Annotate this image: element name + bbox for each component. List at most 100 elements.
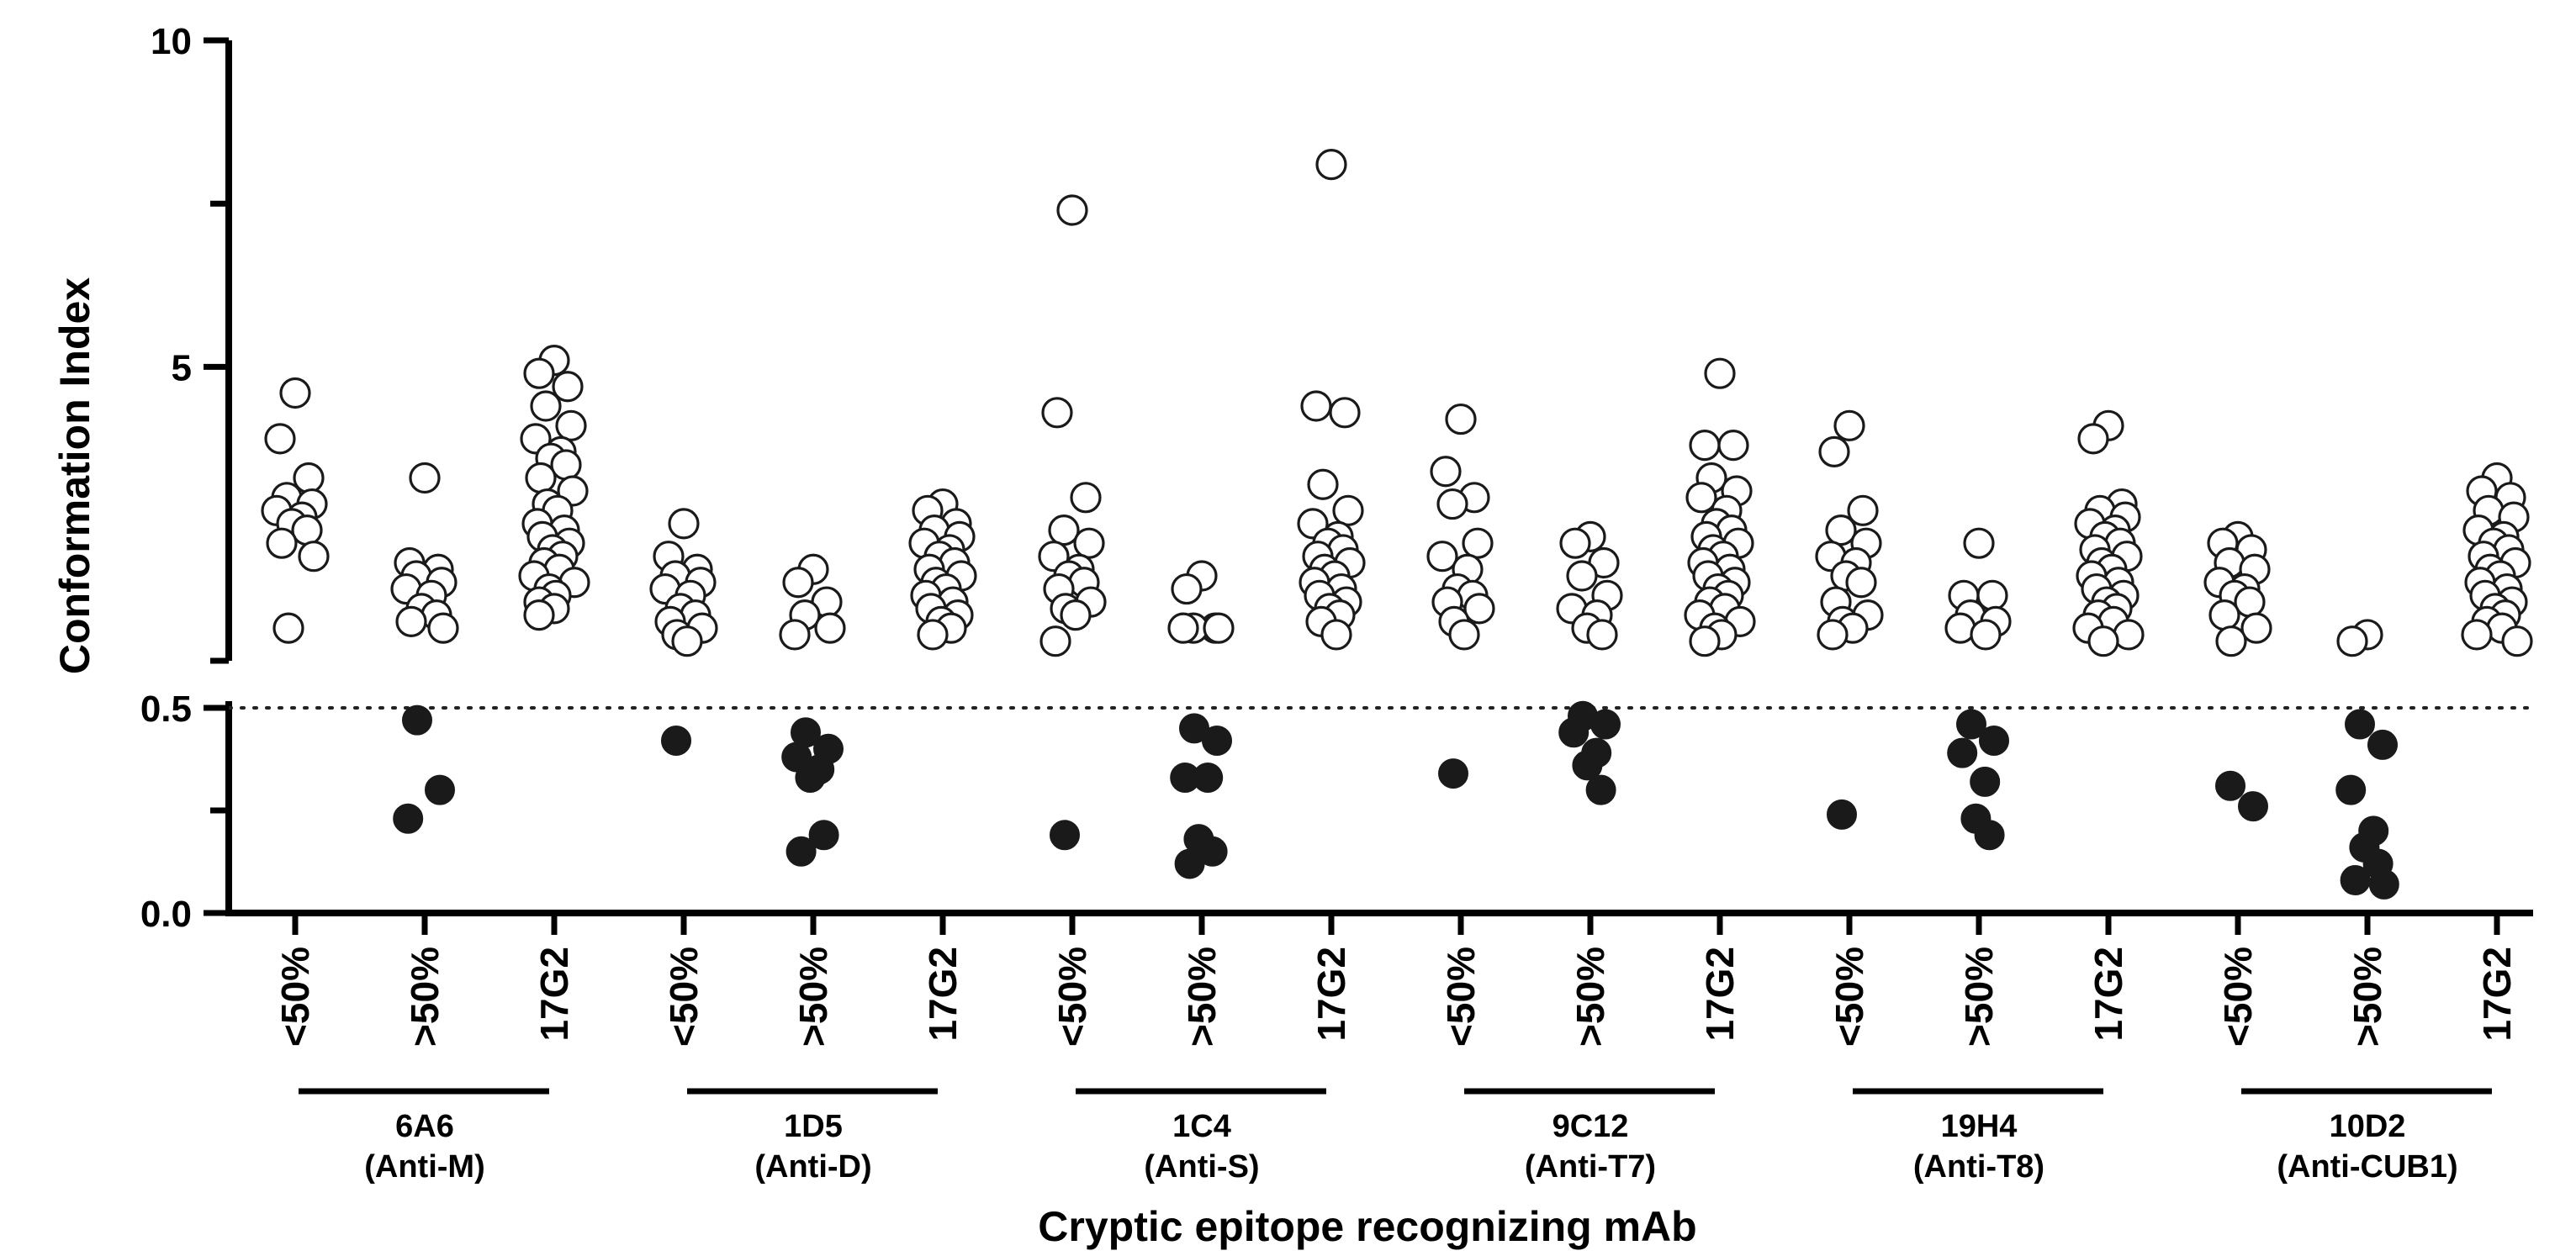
data-point-solid [1590, 709, 1621, 740]
y-tick-label: 0.5 [140, 689, 192, 730]
data-points [261, 149, 2533, 900]
data-point-open [1039, 625, 1071, 657]
data-point-solid [1947, 737, 1978, 768]
data-point-open [1717, 430, 1749, 462]
data-point-solid [795, 762, 826, 793]
data-point-open [1566, 560, 1598, 592]
data-point-open [2240, 612, 2272, 644]
data-point-open [1463, 593, 1495, 625]
data-point-open [552, 371, 584, 403]
data-point-solid [2368, 868, 2399, 900]
data-point-open [1559, 527, 1591, 559]
category-label: 17G2 [1309, 947, 1353, 1042]
category-label: <50% [2216, 947, 2260, 1047]
group-subtitle: (Anti-D) [754, 1149, 871, 1185]
data-point-open [523, 599, 555, 631]
group-label: 1C4 [1172, 1109, 1231, 1144]
data-point-open [1685, 482, 1717, 514]
data-point-open [1436, 488, 1468, 520]
category-label: 17G2 [2087, 947, 2130, 1042]
data-point-open [1970, 619, 2002, 651]
data-point-open [1426, 541, 1458, 573]
data-point-solid [2335, 774, 2367, 805]
data-point-open [1448, 619, 1480, 651]
data-point-solid [1202, 726, 1232, 757]
category-label: 17G2 [2475, 947, 2519, 1042]
data-point-solid [2367, 729, 2398, 760]
category-label: <50% [273, 947, 317, 1047]
category-label: >50% [1568, 947, 1612, 1047]
data-point-open [668, 508, 700, 540]
data-point-solid [425, 774, 455, 805]
data-point-open [1430, 456, 1462, 488]
data-point-open [1462, 527, 1494, 559]
data-point-solid [1174, 848, 1205, 879]
data-point-solid [1974, 820, 2005, 851]
category-label: 17G2 [921, 947, 965, 1042]
data-point-solid [661, 726, 691, 757]
data-point-solid [2345, 709, 2375, 740]
data-point-open [1171, 573, 1203, 605]
data-point-open [264, 423, 296, 455]
group-label: 6A6 [395, 1109, 454, 1144]
data-point-open [1704, 357, 1736, 389]
category-label: <50% [1828, 947, 1871, 1047]
data-point-solid [1438, 758, 1468, 789]
category-label: 17G2 [532, 947, 576, 1042]
data-point-open [1818, 435, 1850, 468]
category-label: <50% [662, 947, 706, 1047]
data-point-open [395, 605, 427, 637]
y-axis-title: Conformation Index [51, 277, 98, 674]
group-subtitle: (Anti-CUB1) [2277, 1149, 2457, 1185]
data-point-open [525, 462, 557, 494]
data-point-solid [1050, 820, 1080, 851]
data-point-open [298, 541, 330, 573]
group-label: 1D5 [784, 1109, 843, 1144]
data-point-open [1329, 397, 1361, 429]
data-point-open [1167, 612, 1199, 644]
data-point-open [1845, 567, 1877, 599]
data-point-solid [1979, 726, 2009, 757]
data-point-open [1070, 482, 1102, 514]
category-label: <50% [1439, 947, 1483, 1047]
data-point-open [2087, 625, 2119, 657]
data-point-open [779, 619, 811, 651]
group-label: 19H4 [1941, 1109, 2018, 1144]
data-point-open [2501, 625, 2533, 657]
data-point-open [530, 390, 562, 422]
group-label: 10D2 [2330, 1109, 2406, 1144]
data-point-open [1847, 494, 1879, 526]
y-tick-label: 0.0 [140, 894, 192, 935]
data-point-solid [402, 705, 432, 736]
data-point-open [523, 357, 555, 389]
data-point-open [272, 612, 304, 644]
group-subtitle: (Anti-T8) [1913, 1149, 2044, 1185]
data-point-open [1315, 149, 1347, 181]
data-point-open [427, 612, 459, 644]
group-subtitle: (Anti-M) [364, 1149, 484, 1185]
data-point-solid [1572, 750, 1603, 781]
axis-labels: Conformation Index Cryptic epitope recog… [51, 21, 2519, 1250]
data-point-open [2215, 625, 2247, 657]
data-point-open [1307, 468, 1339, 500]
group-subtitle: (Anti-S) [1144, 1149, 1259, 1185]
category-label: >50% [2346, 947, 2389, 1047]
data-point-open [1300, 390, 1332, 422]
data-point-open [1320, 619, 1352, 651]
data-point-solid [1193, 762, 1224, 793]
data-point-open [1073, 527, 1105, 559]
data-point-open [1689, 625, 1721, 657]
data-point-solid [1558, 717, 1590, 748]
data-point-open [782, 567, 814, 599]
data-point-open [814, 612, 846, 644]
category-label: >50% [1957, 947, 2001, 1047]
data-point-open [1817, 619, 1849, 651]
data-point-open [1963, 527, 1995, 559]
category-label: <50% [1050, 947, 1094, 1047]
category-label: 17G2 [1698, 947, 1742, 1042]
data-point-open [1060, 599, 1092, 631]
data-point-open [2461, 619, 2493, 651]
axes [204, 37, 2535, 1095]
data-point-open [1445, 403, 1477, 435]
